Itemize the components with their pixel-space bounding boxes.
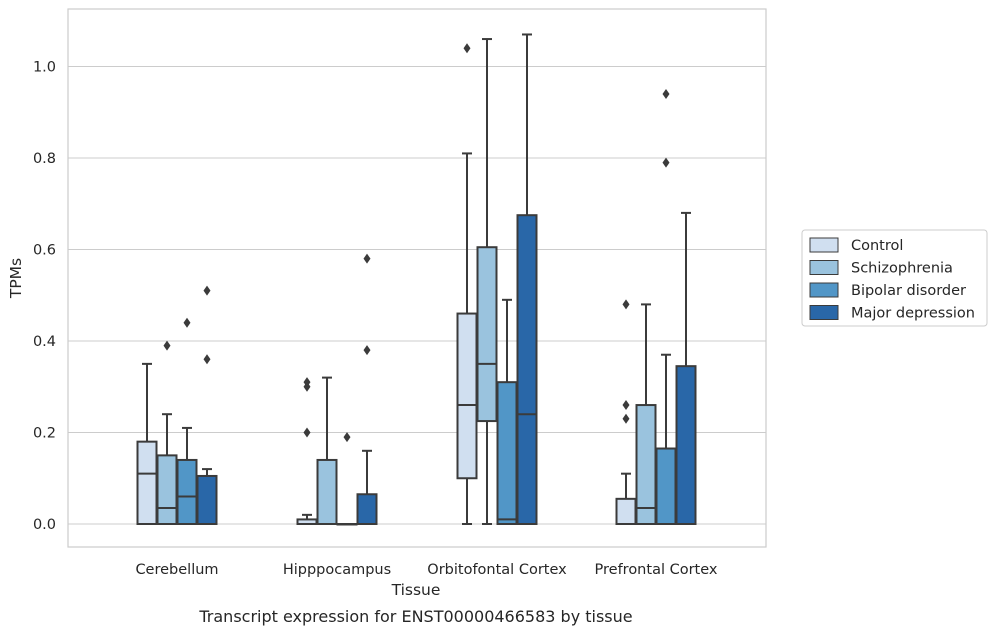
outlier-point	[363, 253, 371, 264]
box-plot-element	[476, 38, 498, 525]
box-body	[156, 454, 178, 525]
box-body	[496, 381, 518, 525]
outlier-point	[662, 157, 670, 168]
x-axis-label: Tissue	[391, 581, 441, 599]
outlier-point	[183, 317, 191, 328]
legend-label: Bipolar disorder	[851, 283, 966, 299]
box-plot-element	[336, 432, 358, 526]
outlier-point	[163, 340, 171, 351]
box-plot-element	[655, 88, 677, 526]
outlier-point	[203, 354, 211, 365]
outlier-point	[203, 285, 211, 296]
legend: Control Schizophrenia Bipolar disorder Majo…	[801, 229, 988, 327]
box-plot-element	[316, 376, 338, 526]
box-plot-element	[196, 285, 218, 525]
y-tick-label: 1.0	[33, 60, 56, 76]
x-tick-label: Orbitofontal Cortex	[427, 562, 567, 578]
x-tick-label: Prefrontal Cortex	[595, 562, 718, 578]
box-series	[136, 33, 697, 526]
x-tick-label: Hipppocampus	[283, 562, 391, 578]
legend-label: Schizophrenia	[851, 261, 953, 277]
box-body	[635, 404, 657, 525]
legend-swatch	[809, 305, 839, 320]
x-tick-label: Cerebellum	[135, 562, 218, 578]
outlier-point	[343, 432, 351, 443]
outlier-point	[622, 299, 630, 310]
box-body	[615, 497, 637, 525]
y-tick-label: 0.6	[33, 243, 56, 259]
y-axis-label: TPMs	[7, 258, 25, 299]
box-plot-element	[176, 317, 198, 526]
outlier-point	[303, 427, 311, 438]
chart-caption: Transcript expression for ENST0000046658…	[198, 607, 632, 626]
box-plot-element	[516, 33, 538, 525]
y-tick-label: 0.8	[33, 151, 56, 167]
outlier-point	[303, 377, 311, 388]
outlier-point	[662, 88, 670, 99]
outlier-point	[463, 43, 471, 54]
outlier-point	[363, 345, 371, 356]
box-plot-element	[456, 43, 478, 525]
y-tick-label: 0.0	[33, 517, 56, 533]
y-axis-ticks: 0.0 0.2 0.4 0.6 0.8 1.0	[33, 60, 56, 534]
box-plot-element	[615, 299, 637, 525]
legend-label: Major depression	[851, 306, 975, 322]
box-body	[655, 447, 677, 526]
legend-label: Control	[851, 238, 903, 254]
box-plot-element	[635, 303, 657, 525]
box-plot-element	[356, 253, 378, 526]
box-body	[675, 365, 697, 525]
y-tick-label: 0.2	[33, 426, 56, 442]
plot-frame	[67, 8, 767, 548]
box-body	[196, 474, 218, 525]
legend-frame	[801, 229, 988, 327]
box-plot-element	[156, 340, 178, 525]
box-plot-element	[675, 211, 697, 525]
box-body	[176, 458, 198, 526]
outlier-point	[622, 400, 630, 411]
box-plot-element	[136, 362, 158, 525]
box-body	[456, 312, 478, 480]
legend-swatch	[809, 260, 839, 275]
box-body	[136, 440, 158, 525]
y-tick-label: 0.4	[33, 334, 56, 350]
legend-swatch	[809, 237, 839, 253]
box-body	[476, 246, 498, 423]
legend-swatch	[809, 282, 839, 298]
outlier-point	[622, 413, 630, 424]
box-body	[316, 458, 338, 526]
box-body	[356, 493, 378, 526]
x-axis-ticks: Cerebellum Hipppocampus Orbitofontal Corte…	[135, 562, 717, 578]
box-plot-element	[496, 298, 518, 525]
box-plot-element	[296, 377, 318, 525]
box-body	[516, 214, 538, 525]
